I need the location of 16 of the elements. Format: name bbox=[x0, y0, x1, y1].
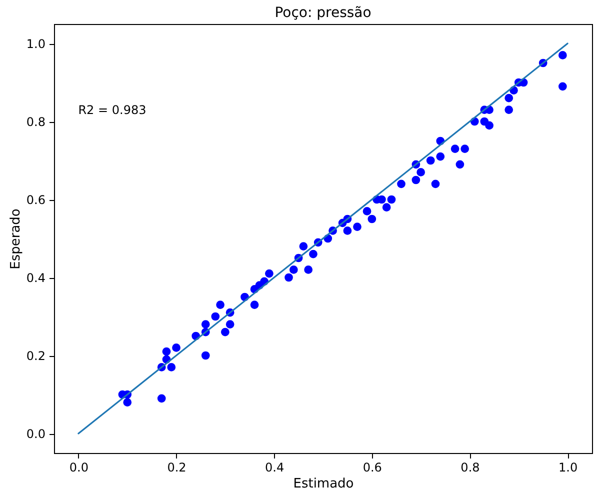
chart-title: Poço: pressão bbox=[274, 5, 372, 21]
y-tick-label: 1.0 bbox=[26, 37, 46, 51]
x-tick-label: 0.8 bbox=[460, 460, 480, 474]
y-tick-label: 0.6 bbox=[26, 193, 46, 207]
x-tick-label: 0.0 bbox=[69, 460, 88, 474]
y-tick-label: 0.0 bbox=[26, 427, 46, 441]
x-axis-title: Estimado bbox=[293, 476, 354, 492]
x-tick-label: 0.6 bbox=[362, 460, 382, 474]
x-tick-label: 0.2 bbox=[167, 460, 186, 474]
y-axis-title: Esperado bbox=[8, 208, 24, 270]
x-tick-label: 1.0 bbox=[558, 460, 578, 474]
y-tick-label: 0.8 bbox=[26, 115, 46, 129]
annotation: R2 = 0.983 bbox=[78, 102, 146, 117]
y-tick-label: 0.2 bbox=[26, 349, 46, 363]
y-tick-label: 0.4 bbox=[26, 271, 46, 285]
x-tick-label: 0.4 bbox=[265, 460, 284, 474]
